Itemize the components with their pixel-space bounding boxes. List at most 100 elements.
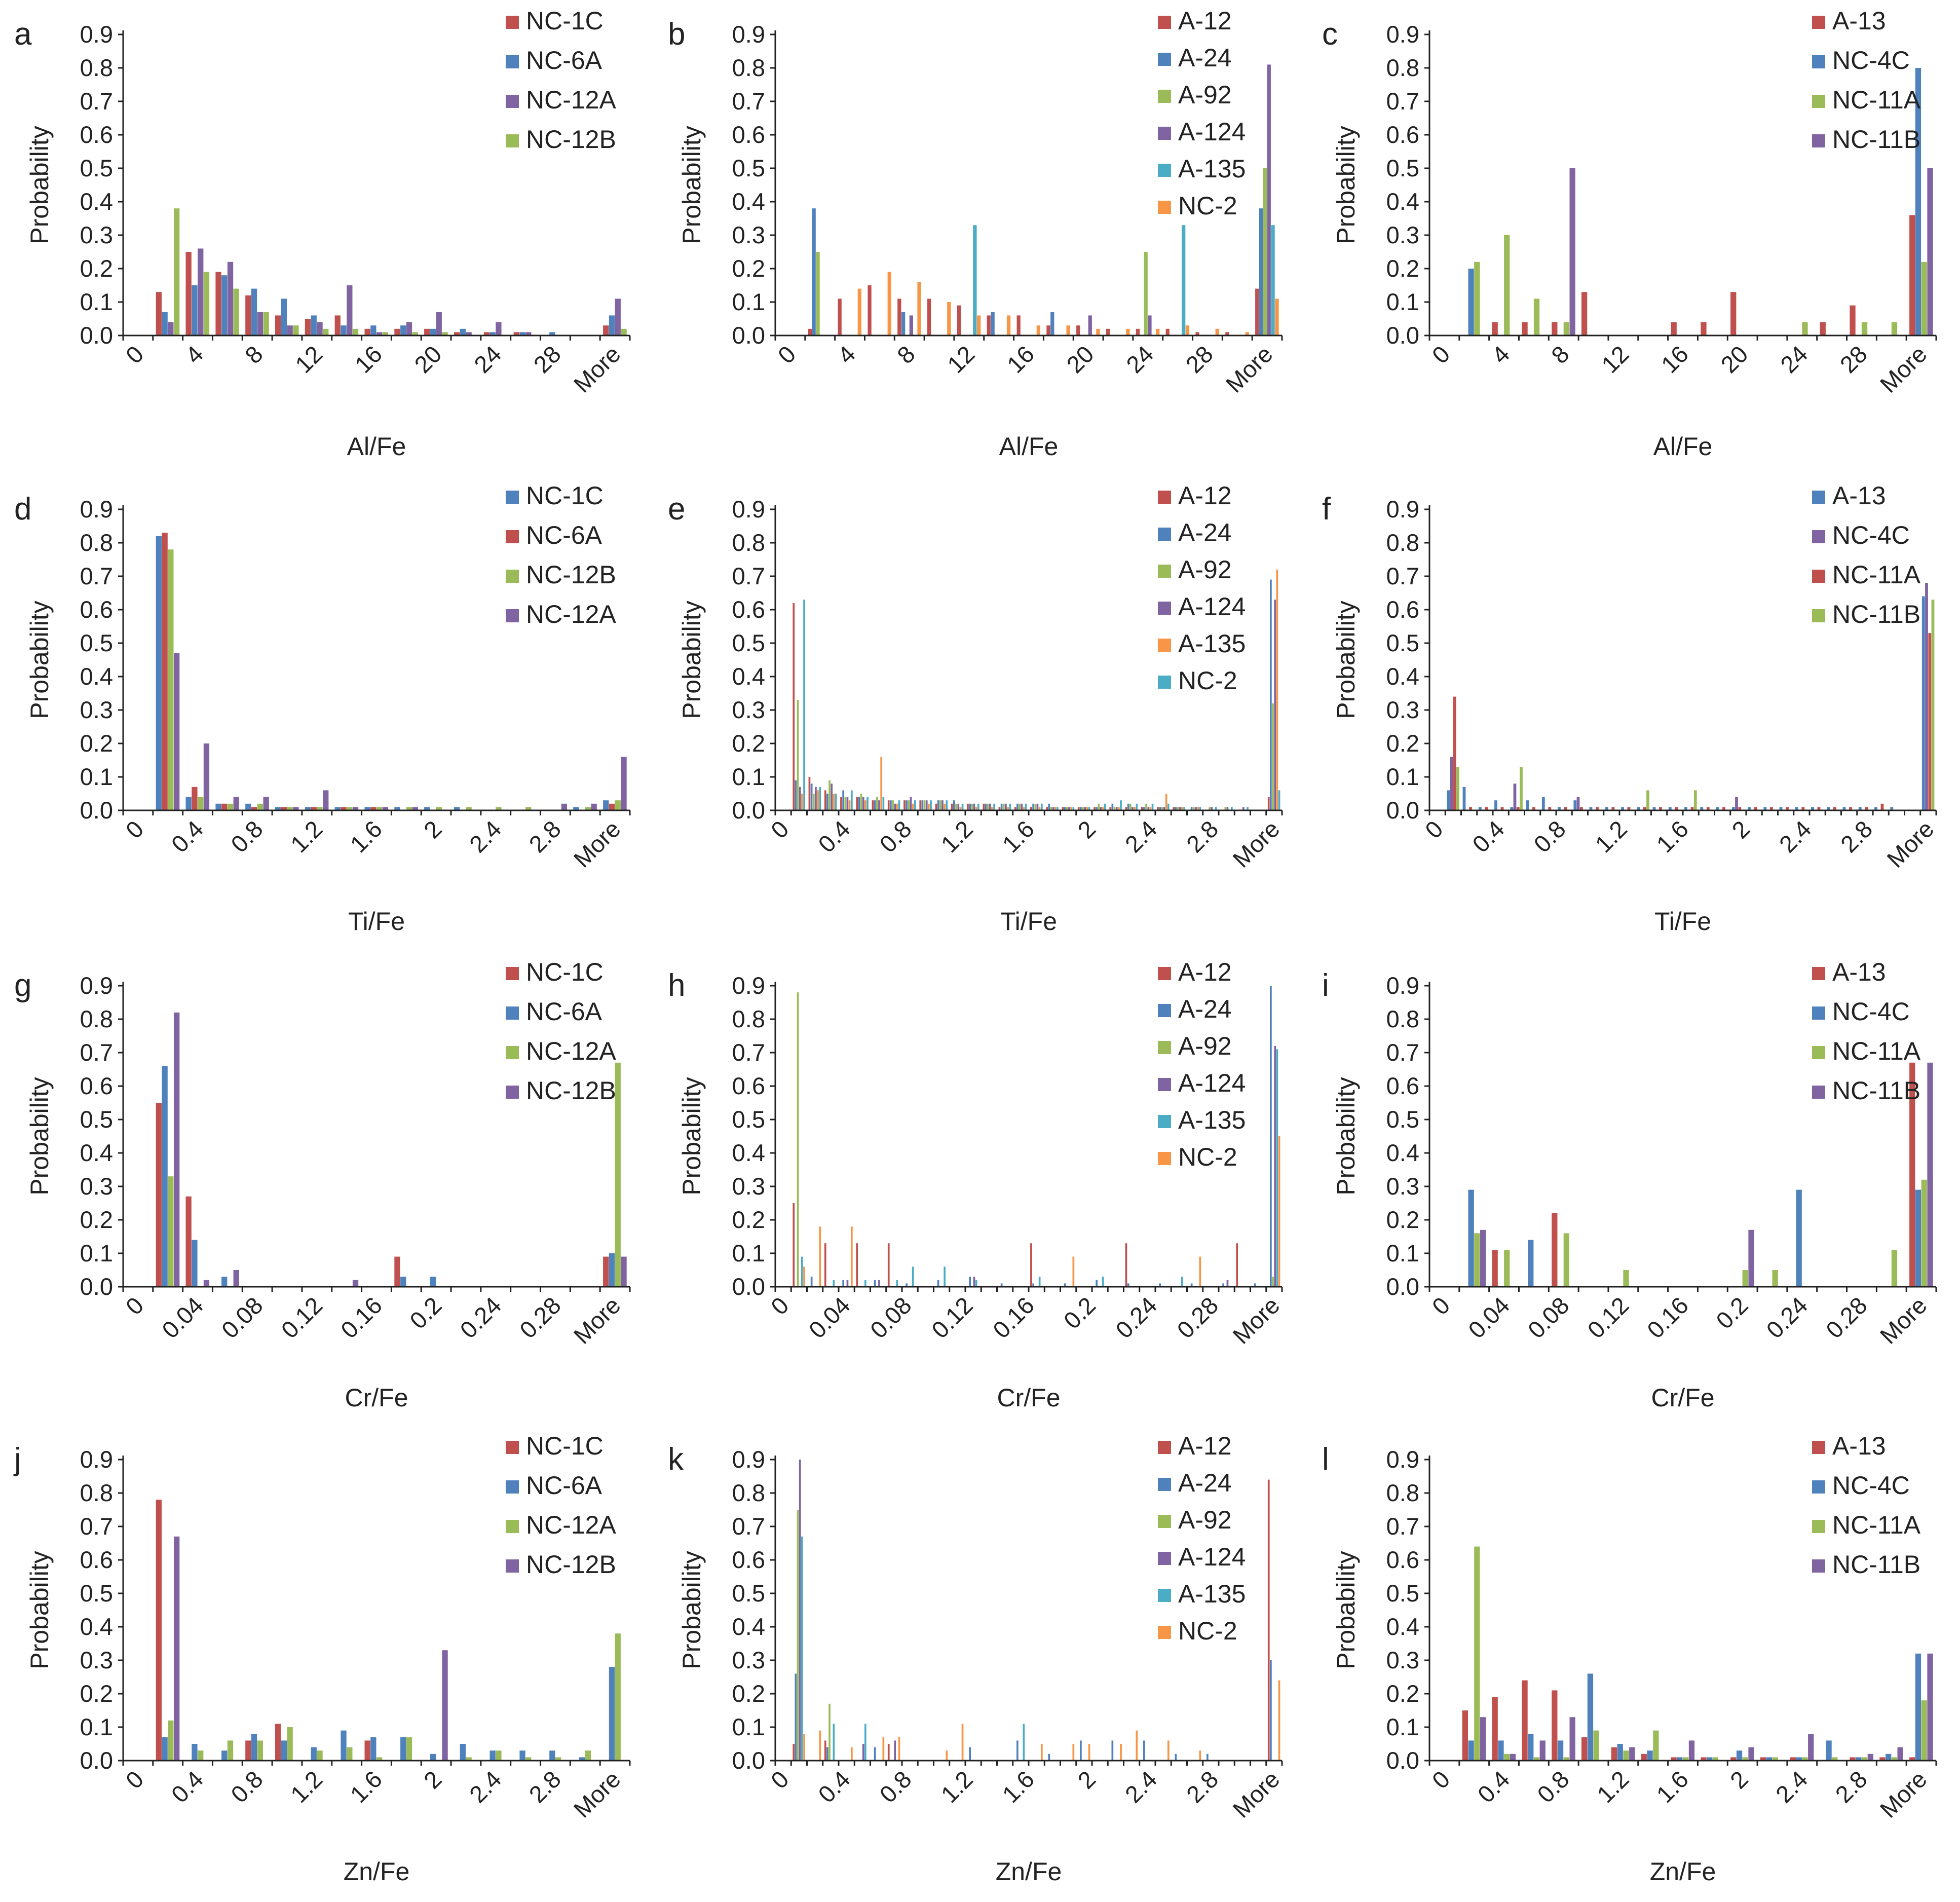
bar-A-92 — [860, 794, 862, 810]
bar-NC-4C — [1925, 583, 1928, 810]
bar-A-92 — [1034, 803, 1037, 810]
bar-NC-2 — [1136, 1730, 1138, 1761]
panel-label: h — [668, 968, 685, 1003]
bar-NC-11B — [1539, 1740, 1546, 1761]
y-tick-label: 0.7 — [1386, 1039, 1419, 1066]
legend-entry: NC-2 — [1178, 1617, 1237, 1645]
bar-A-24 — [1032, 803, 1034, 810]
legend-entry: A-13 — [1832, 481, 1886, 510]
bar-A-124 — [910, 797, 912, 810]
bar-A-124 — [894, 1740, 896, 1761]
bar-A-12 — [856, 797, 858, 810]
y-tick-label: 0.8 — [80, 529, 113, 556]
y-tick-label: 0.2 — [1386, 255, 1419, 282]
bar-A-24 — [1050, 312, 1054, 335]
y-tick-label: 0.6 — [80, 596, 113, 623]
x-tick-label: 0.16 — [335, 1292, 387, 1344]
x-axis-label: Ti/Fe — [348, 907, 405, 936]
bar-NC-2 — [1088, 807, 1090, 810]
bar-NC-4C — [1557, 1740, 1564, 1761]
x-tick-label: 2.4 — [464, 1766, 507, 1808]
bar-A-24 — [1000, 1283, 1003, 1287]
y-tick-label: 0.7 — [732, 88, 765, 115]
bar-A-13 — [1641, 1754, 1647, 1761]
x-tick-label: More — [1881, 815, 1939, 873]
y-tick-label: 0.9 — [732, 21, 765, 48]
bar-NC-12B — [168, 549, 174, 810]
bar-NC-6A — [311, 807, 317, 810]
bar-A-12 — [840, 797, 842, 810]
bar-A-12 — [1016, 315, 1021, 335]
x-tick-label: 8 — [1546, 341, 1574, 369]
bar-NC-6A — [370, 1737, 376, 1761]
bar-NC-11B — [1927, 168, 1933, 335]
x-tick-label: 1.2 — [935, 1766, 978, 1808]
bar-NC-12B — [442, 332, 448, 335]
bar-A-12 — [935, 803, 937, 810]
bar-A-12 — [967, 803, 969, 810]
bar-NC-12B — [233, 1270, 239, 1287]
bar-NC-4C — [1856, 1757, 1862, 1761]
legend-swatch — [1158, 16, 1171, 29]
x-tick-label: 0.4 — [1472, 1766, 1515, 1808]
bar-A-124 — [799, 1460, 801, 1761]
bar-A-135 — [975, 807, 977, 810]
legend-entry: A-13 — [1832, 1432, 1886, 1460]
bar-A-13 — [1716, 807, 1719, 810]
y-tick-label: 0.0 — [732, 797, 765, 824]
y-axis-label: Probability — [25, 1077, 54, 1195]
bar-NC-2 — [1041, 803, 1043, 810]
bar-A-12 — [824, 790, 826, 810]
bar-A-135 — [959, 807, 962, 810]
y-tick-label: 0.0 — [80, 797, 113, 824]
y-tick-label: 0.6 — [80, 1072, 113, 1099]
bar-NC-12B — [174, 1012, 180, 1287]
x-axis-label: Al/Fe — [1653, 432, 1713, 461]
bar-NC-12A — [496, 322, 502, 335]
y-tick-label: 0.9 — [1386, 1446, 1419, 1473]
bar-A-124 — [846, 1280, 849, 1287]
bar-NC-12A — [168, 322, 174, 335]
x-tick-label: 28 — [1181, 341, 1218, 378]
bar-A-135 — [1118, 807, 1120, 810]
bar-NC-2 — [1199, 1256, 1201, 1287]
legend-entry: A-92 — [1178, 81, 1232, 109]
x-axis-label: Ti/Fe — [1000, 907, 1057, 936]
bar-NC-2 — [1104, 803, 1106, 810]
bar-NC-11B — [1569, 168, 1575, 335]
bar-A-13 — [1890, 807, 1894, 810]
bar-A-24 — [1222, 1283, 1224, 1287]
bar-NC-1C — [275, 315, 281, 335]
x-tick-label: 1.6 — [345, 1766, 387, 1808]
legend-swatch — [1812, 134, 1825, 147]
bar-A-12 — [887, 1744, 890, 1761]
bar-NC-11B — [1456, 767, 1459, 810]
x-tick-label: 0 — [1427, 341, 1455, 369]
bar-NC-6A — [281, 1740, 287, 1761]
bar-A-13 — [1522, 322, 1528, 335]
bar-NC-2 — [898, 800, 900, 810]
bar-NC-1C — [185, 1196, 192, 1287]
legend-swatch — [506, 1520, 519, 1533]
legend-entry: A-92 — [1178, 555, 1232, 584]
bar-NC-11A — [1742, 1757, 1748, 1761]
bar-A-135 — [1102, 807, 1104, 810]
bar-NC-1C — [454, 332, 460, 335]
bar-NC-6A — [192, 285, 198, 335]
bar-A-12 — [887, 800, 890, 810]
bar-NC-12A — [233, 797, 239, 810]
y-tick-label: 0.1 — [80, 763, 113, 790]
bar-A-24 — [795, 1673, 797, 1761]
legend-entry: NC-11B — [1832, 1550, 1920, 1579]
x-tick-label: 0 — [773, 341, 801, 369]
bar-A-135 — [1023, 807, 1025, 810]
legend-swatch — [1158, 164, 1171, 177]
bar-NC-2 — [1215, 328, 1219, 335]
bar-A-12 — [1077, 807, 1080, 810]
bar-A-13 — [1526, 800, 1529, 810]
bar-NC-12A — [466, 1757, 472, 1761]
bar-A-135 — [833, 1280, 835, 1287]
y-tick-label: 0.4 — [1386, 663, 1419, 690]
bar-A-13 — [1668, 807, 1672, 810]
bar-NC-1C — [156, 1500, 162, 1761]
